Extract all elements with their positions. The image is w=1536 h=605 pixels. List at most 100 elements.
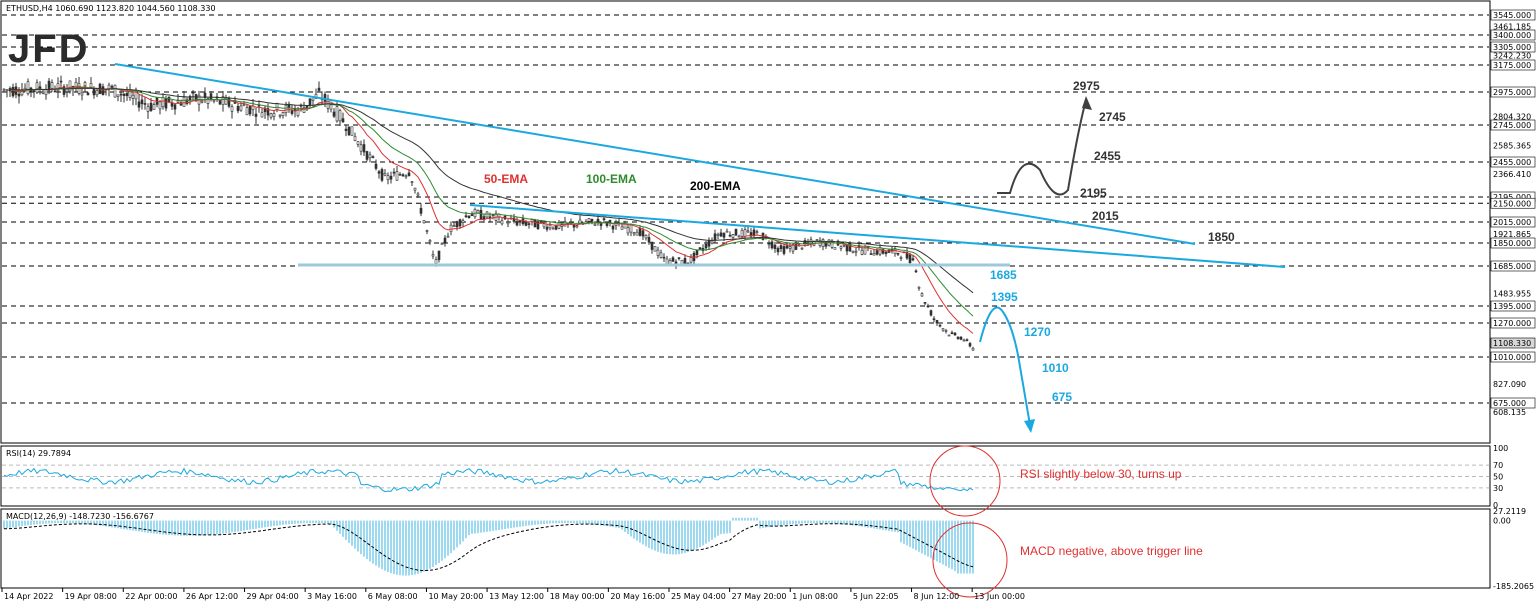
candle-body [662,256,666,259]
candle-body [773,244,777,249]
time-tick-label: 8 Jun 12:00 [914,592,960,601]
rsi-line [3,467,974,493]
candle-body [239,105,243,111]
price-tick-label: 2804.320 [1493,112,1531,121]
candle-body [641,230,645,237]
price-tick-label: 1270.000 [1493,319,1531,328]
candle-body [782,246,786,254]
candle-body [719,232,723,237]
candle-body [677,257,681,259]
price-tick-label: 2015.000 [1493,218,1531,227]
candle-body [794,244,798,250]
candle-body [308,98,312,106]
candle-body [752,229,756,236]
bearish-scenario-path [979,306,1031,426]
candle-body [137,101,141,108]
candle-body [452,225,456,227]
candle-body [122,93,126,96]
candle-body [590,218,594,222]
candle-body [401,174,405,177]
candle-body [683,258,687,264]
candle-body [470,214,474,217]
candlesticks [2,75,975,352]
time-tick-label: 22 Apr 00:00 [125,592,177,601]
candle-body [83,82,87,86]
price-tick-label: 2150.000 [1493,199,1531,208]
candle-body [971,347,975,351]
price-tick-box [1490,29,1536,41]
bull-target-2975: 2975 [1073,79,1100,93]
candle-body [788,246,792,249]
candle-body [338,110,342,122]
price-tick-label: 2745.000 [1493,121,1531,130]
price-tick-label: 675.000 [1493,399,1526,408]
candle-body [464,215,468,218]
candle-body [518,220,522,223]
candle-body [221,96,225,105]
candle-body [653,246,657,252]
bear-target-1685: 1685 [990,268,1017,282]
candle-body [725,230,729,233]
candle-body [689,257,693,263]
macd-tick-label: -185.2065 [1493,582,1534,591]
candle-body [488,216,492,219]
bear-target-1010: 1010 [1042,361,1069,375]
candle-body [785,245,789,249]
price-tick-box [1490,119,1536,131]
bull-target-1850: 1850 [1208,230,1235,244]
price-tick-label: 1108.330 [1493,339,1531,348]
candle-body [356,141,360,145]
rsi-note: RSI slightly below 30, turns up [1020,467,1182,481]
price-tick-label: 2366.410 [1493,170,1531,179]
candle-body [272,113,276,117]
ema50-line [9,85,974,334]
price-tick-box [1490,260,1536,272]
candle-body [5,89,9,92]
candle-body [626,227,630,234]
candle-body [434,259,438,264]
candle-body [644,234,648,239]
candle-body [605,223,609,226]
time-tick-label: 13 May 12:00 [489,592,544,601]
candle-body [629,224,633,233]
price-tick-label: 2585.365 [1493,141,1531,150]
candle-body [383,173,387,176]
candle-body [776,248,780,253]
candle-body [35,82,39,93]
candle-body [446,235,450,238]
candle-body [374,163,378,169]
candle-body [245,107,249,116]
candle-body [455,221,459,228]
candle-body [854,250,858,253]
candle-body [134,91,138,100]
candle-body [191,92,195,94]
price-tick-box [1490,197,1536,209]
candle-body [959,336,963,340]
candle-body [458,219,462,227]
candle-body [707,240,711,247]
candle-body [914,270,918,273]
rsi-panel-frame [0,445,1491,507]
candle-body [743,229,747,237]
price-tick-label: 1483.955 [1493,290,1531,299]
candle-body [923,302,927,304]
candle-body [839,246,843,249]
candle-body [695,249,699,255]
ema200-line [9,87,974,294]
candle-body [11,86,15,97]
candle-body [56,83,60,92]
price-tick-box [1490,300,1536,312]
candle-body [461,220,465,223]
candle-body [329,104,333,110]
candle-body [917,286,921,289]
price-panel-frame [0,0,1491,444]
symbol-info: ETHUSD,H4 1060.690 1123.820 1044.560 110… [6,4,216,13]
candle-body [791,244,795,252]
candle-body [275,103,279,110]
candle-body [371,156,375,158]
candle-body [218,100,222,105]
candle-body [416,193,420,196]
candle-body [749,232,753,237]
